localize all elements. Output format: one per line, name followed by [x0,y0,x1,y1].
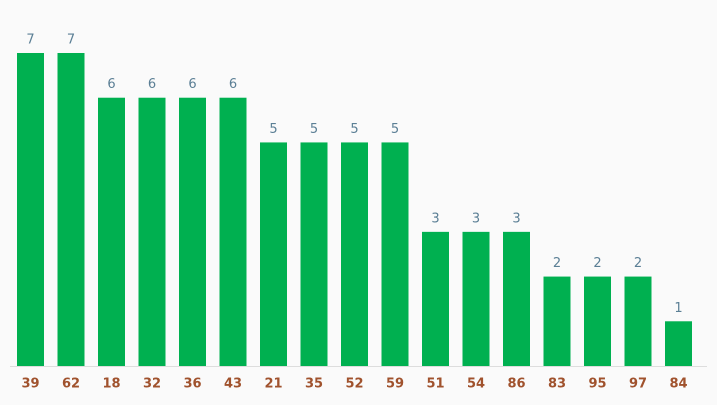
value-label: 7 [67,33,75,48]
bar [260,142,287,366]
value-label: 6 [107,77,115,92]
x-tick-label: 51 [426,377,444,392]
bar [624,276,652,366]
bar [665,321,692,366]
value-label: 6 [188,77,196,92]
x-tick-label: 35 [305,377,323,392]
bar [219,97,247,366]
bar [543,276,571,366]
bar [138,97,166,366]
x-tick-label: 83 [548,377,566,392]
bar [422,231,449,366]
value-label: 5 [350,122,358,137]
value-label: 2 [634,256,642,271]
x-tick-label: 54 [467,377,485,392]
bar [98,97,125,366]
x-tick-label: 36 [183,377,201,392]
value-label: 2 [593,256,601,271]
x-tick-label: 18 [102,377,120,392]
bar [584,276,611,366]
value-label: 3 [472,211,480,226]
value-label: 6 [229,77,237,92]
value-label: 5 [269,122,277,137]
bar [381,142,409,366]
x-tick-label: 43 [224,377,242,392]
x-tick-label: 84 [669,377,687,392]
value-label: 5 [391,122,399,137]
bar [300,142,328,366]
x-tick-label: 95 [588,377,606,392]
x-tick-label: 97 [629,377,647,392]
x-tick-label: 32 [143,377,161,392]
bar [462,231,490,366]
value-label: 5 [310,122,318,137]
value-label: 6 [148,77,156,92]
bar [503,231,530,366]
value-label: 1 [674,301,682,316]
bar [17,53,44,366]
bar [179,97,206,366]
bar [341,142,368,366]
value-label: 2 [553,256,561,271]
x-tick-label: 52 [345,377,363,392]
value-label: 3 [431,211,439,226]
x-tick-label: 62 [62,377,80,392]
x-tick-label: 21 [264,377,282,392]
x-tick-label: 39 [21,377,39,392]
bar [57,53,85,366]
x-tick-label: 86 [507,377,525,392]
value-label: 3 [512,211,520,226]
x-tick-label: 59 [386,377,404,392]
value-label: 7 [26,33,34,48]
